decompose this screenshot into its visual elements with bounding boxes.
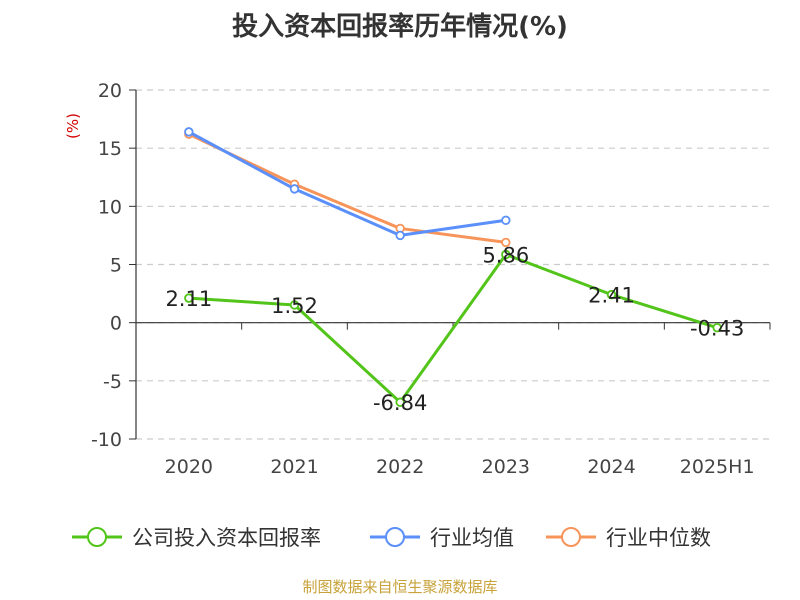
data-point: [289, 184, 300, 194]
y-tick-label: 5: [110, 255, 122, 277]
data-label: 2.41: [588, 284, 635, 308]
chart-title: 投入资本回报率历年情况(%): [232, 12, 568, 42]
series-lines: [184, 127, 722, 407]
source-note: 制图数据来自恒生聚源数据库: [302, 578, 498, 596]
grid-lines: [136, 89, 770, 440]
y-tick-label: 0: [110, 313, 122, 335]
data-point: [501, 249, 511, 260]
data-point: [606, 289, 617, 300]
y-tick-label: 10: [98, 196, 122, 218]
data-point: [501, 237, 511, 248]
x-tick-label: 2025H1: [680, 456, 755, 478]
data-label: -6.84: [373, 391, 427, 415]
series-line: [188, 252, 718, 404]
legend-label: 公司投入资本回报率: [132, 526, 321, 550]
data-point: [289, 300, 300, 310]
legend-swatch-marker: [561, 527, 581, 547]
legend-swatch-marker: [385, 527, 405, 547]
x-tick-label: 2023: [482, 456, 530, 478]
y-tick-label: 20: [98, 80, 122, 102]
data-label: 5.86: [482, 243, 529, 267]
legend-swatch-marker: [87, 527, 107, 547]
data-label: 1.52: [271, 294, 318, 318]
x-tick-label: 2024: [587, 456, 635, 478]
legend-label: 行业中位数: [606, 526, 711, 550]
data-point: [501, 215, 511, 225]
series-line: [188, 130, 507, 237]
data-point: [395, 230, 405, 241]
axes: 20 15 10 5 0 -5 -10 2020 2021 2022 2023 2024 2025H1 (…: [64, 80, 771, 478]
legend-label: 行业均值: [430, 526, 514, 550]
data-point: [395, 397, 405, 407]
x-tick-label: 2020: [165, 456, 213, 478]
y-tick-label: -10: [91, 429, 122, 451]
legend: 公司投入资本回报率 行业均值 行业中位数: [72, 526, 711, 550]
y-axis-unit: (%): [64, 113, 82, 139]
data-label: 2.11: [165, 287, 212, 311]
y-tick-label: 15: [98, 138, 122, 160]
y-tick-label: -5: [103, 371, 122, 393]
x-tick-label: 2022: [376, 456, 424, 478]
data-label: -0.43: [690, 317, 744, 341]
data-point: [184, 127, 194, 137]
data-point: [712, 322, 722, 333]
x-tick-label: 2021: [270, 456, 318, 478]
data-labels: 2.11 1.52 -6.84 5.86 2.41 -0.43: [165, 243, 744, 415]
data-point: [184, 293, 194, 303]
